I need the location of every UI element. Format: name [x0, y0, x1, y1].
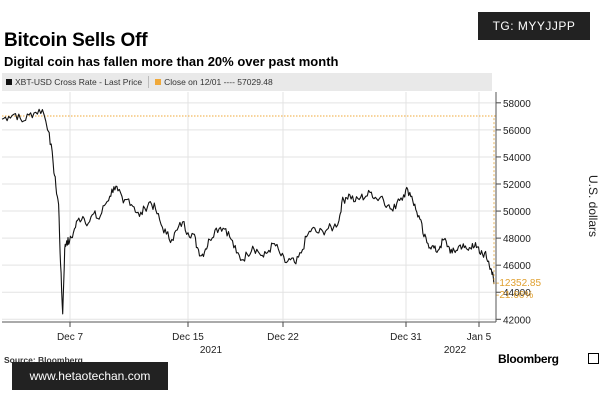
legend-separator [148, 76, 150, 88]
legend-item-reference: Close on 12/01 ---- 57029.48 [155, 77, 273, 87]
legend-swatch-reference [155, 79, 162, 85]
y-tick-label: 46000 [503, 261, 531, 272]
y-axis-title: U.S. dollars [586, 175, 600, 237]
x-tick-label: Dec 31 [390, 332, 422, 343]
source-note: Source: Bloomberg [4, 355, 83, 365]
bloomberg-logo: Bloomberg [498, 352, 559, 366]
y-tick-label: 44000 [503, 288, 531, 299]
price-series-line [1, 108, 495, 315]
chart-title: Bitcoin Sells Off [4, 30, 148, 51]
annotation-change-value: -12352.85 [496, 278, 541, 289]
annotation-change-percent: -21.66% [496, 290, 533, 301]
x-tick-label: Dec 15 [172, 332, 204, 343]
chart-legend: XBT-USD Cross Rate - Last Price Close on… [2, 73, 492, 91]
y-tick-label: 54000 [503, 153, 531, 164]
x-tick-label: Dec 22 [267, 332, 299, 343]
x-year-label: 2022 [444, 345, 467, 356]
chart-subtitle: Digital coin has fallen more than 20% ov… [4, 54, 339, 69]
legend-label-reference: Close on 12/01 ---- 57029.48 [164, 77, 273, 87]
y-tick-label: 42000 [503, 315, 531, 326]
y-tick-label: 56000 [503, 126, 531, 137]
y-tick-label: 52000 [503, 180, 531, 191]
watermark-banner: www.hetaotechan.com [12, 362, 168, 390]
y-tick-label: 58000 [503, 99, 531, 110]
x-year-label: 2021 [200, 345, 223, 356]
x-tick-label: Dec 7 [57, 332, 84, 343]
legend-item-price: XBT-USD Cross Rate - Last Price [6, 77, 142, 87]
legend-label-price: XBT-USD Cross Rate - Last Price [15, 77, 143, 87]
bloomberg-terminal-icon [588, 353, 599, 364]
y-tick-label: 50000 [503, 207, 531, 218]
y-tick-label: 48000 [503, 234, 531, 245]
legend-swatch-price [6, 79, 12, 85]
x-tick-label: Jan 5 [467, 332, 492, 343]
tg-badge: TG: MYYJJPP [478, 12, 590, 40]
